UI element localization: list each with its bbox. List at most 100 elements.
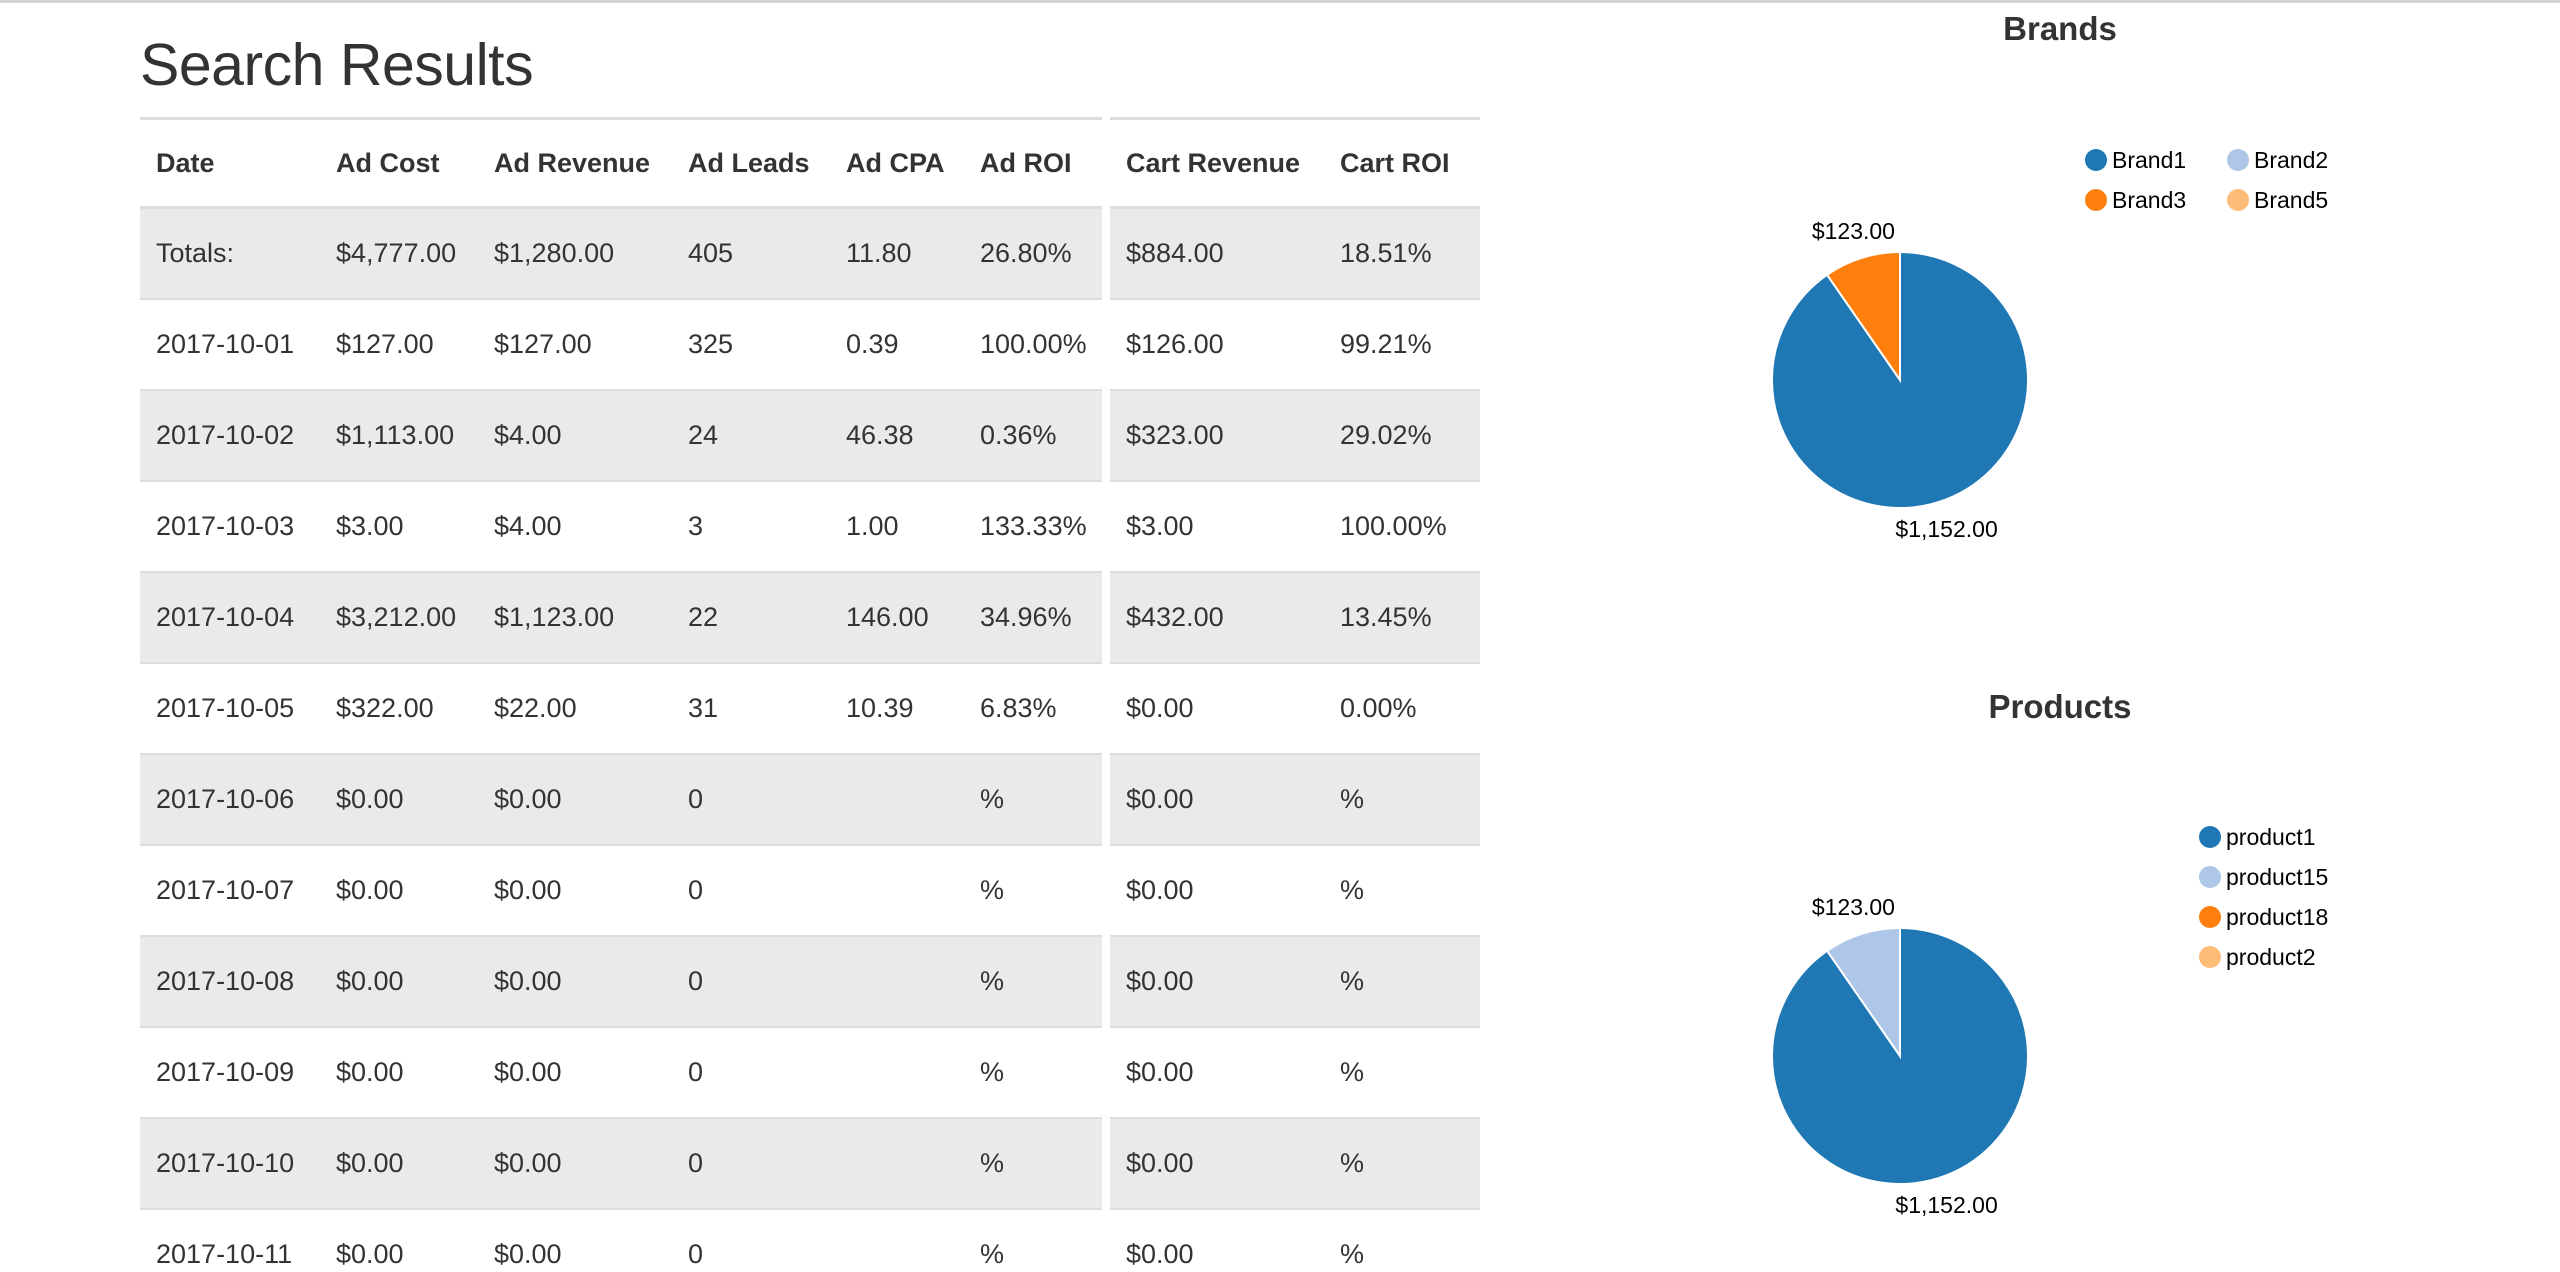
cell-ad-revenue: $0.00 (478, 1117, 672, 1209)
cell-cart-roi: 100.00% (1324, 480, 1480, 572)
column-header-cart-revenue[interactable]: Cart Revenue (1110, 117, 1324, 209)
column-header-date[interactable]: Date (140, 117, 320, 209)
cell-date: 2017-10-11 (140, 1208, 320, 1272)
cell-ad-roi: 0.36% (964, 389, 1102, 481)
products-slice-product15[interactable] (1825, 926, 1901, 1060)
brands-legend-item-brand1[interactable]: Brand1 (2085, 147, 2186, 173)
cell-ad-roi: 34.96% (964, 571, 1102, 663)
column-group-gap (1102, 207, 1110, 299)
cell-ad-cost: $127.00 (320, 298, 478, 390)
brands-legend-item-brand2[interactable]: Brand2 (2227, 147, 2328, 173)
column-header-ad-revenue[interactable]: Ad Revenue (478, 117, 672, 209)
products-legend-item-product15[interactable]: product15 (2199, 864, 2328, 890)
column-header-ad-cpa[interactable]: Ad CPA (830, 117, 964, 209)
cell-cart-revenue: $0.00 (1110, 1208, 1324, 1272)
legend-swatch (2227, 149, 2249, 171)
cell-ad-roi: 26.80% (964, 206, 1102, 299)
cell-cart-revenue: $0.00 (1110, 753, 1324, 845)
products-chart-title: Products (1988, 688, 2132, 725)
brands-legend-item-brand3[interactable]: Brand3 (2085, 187, 2186, 213)
cell-ad-roi: % (964, 935, 1102, 1027)
cell-ad-cpa: 46.38 (830, 389, 964, 481)
cell-ad-leads: 0 (672, 935, 830, 1027)
cell-ad-cost: $3.00 (320, 480, 478, 572)
cell-date: Totals: (140, 206, 320, 299)
legend-swatch (2199, 866, 2221, 888)
table-row: 2017-10-07 $0.00 $0.00 0% $0.00% (140, 844, 1480, 936)
cell-ad-leads: 0 (672, 1026, 830, 1118)
cell-ad-revenue: $0.00 (478, 844, 672, 936)
cell-cart-revenue: $432.00 (1110, 571, 1324, 663)
cell-date: 2017-10-03 (140, 480, 320, 572)
cell-ad-roi: % (964, 1208, 1102, 1272)
cell-ad-cpa (830, 844, 964, 936)
cell-ad-cost: $322.00 (320, 662, 478, 754)
table-row: 2017-10-10 $0.00 $0.00 0% $0.00% (140, 1117, 1480, 1209)
table-row: 2017-10-05 $322.00 $22.00 31 10.39 6.83% $0.00… (140, 662, 1480, 754)
cell-date: 2017-10-09 (140, 1026, 320, 1118)
cell-ad-cost: $0.00 (320, 844, 478, 936)
cell-ad-revenue: $0.00 (478, 1208, 672, 1272)
cell-ad-roi: % (964, 753, 1102, 845)
cell-cart-revenue: $323.00 (1110, 389, 1324, 481)
brands-chart: Brands $1,152.00 $123.00 Brand1 Brand2 Brand… (1700, 0, 2420, 560)
legend-label: product2 (2226, 944, 2316, 970)
cell-date: 2017-10-08 (140, 935, 320, 1027)
legend-swatch (2227, 189, 2249, 211)
cell-ad-roi: 6.83% (964, 662, 1102, 754)
cell-ad-leads: 31 (672, 662, 830, 754)
products-legend-item-product2[interactable]: product2 (2199, 944, 2316, 970)
products-legend-item-product1[interactable]: product1 (2199, 824, 2316, 850)
table-row: 2017-10-01 $127.00 $127.00 325 0.39 100.00% $1… (140, 298, 1480, 390)
legend-label: product18 (2226, 904, 2328, 930)
cell-cart-revenue: $126.00 (1110, 298, 1324, 390)
cell-cart-roi: % (1324, 1026, 1480, 1118)
table-row: 2017-10-09 $0.00 $0.00 0% $0.00% (140, 1026, 1480, 1118)
cell-ad-cpa (830, 1026, 964, 1118)
column-header-ad-cost[interactable]: Ad Cost (320, 117, 478, 209)
cell-cart-roi: % (1324, 844, 1480, 936)
legend-swatch (2199, 906, 2221, 928)
cell-date: 2017-10-10 (140, 1117, 320, 1209)
legend-label: product15 (2226, 864, 2328, 890)
cell-ad-cpa (830, 753, 964, 845)
column-group-gap (1102, 1209, 1110, 1272)
table-row: 2017-10-11 $0.00 $0.00 0% $0.00% (140, 1208, 1480, 1272)
column-group-gap (1102, 936, 1110, 1027)
products-slice-label: $123.00 (1812, 894, 1895, 920)
column-header-cart-roi[interactable]: Cart ROI (1324, 117, 1480, 209)
legend-label: Brand5 (2254, 187, 2328, 213)
cell-ad-cpa (830, 1208, 964, 1272)
brands-slice-label: $1,152.00 (1895, 516, 1997, 542)
cell-cart-revenue: $3.00 (1110, 480, 1324, 572)
table-row: 2017-10-03 $3.00 $4.00 3 1.00 133.33% $3.00 100… (140, 480, 1480, 572)
legend-swatch (2085, 189, 2107, 211)
products-pie-svg: $1,152.00 $123.00 product1 product15 product… (1771, 824, 2328, 1218)
page-title: Search Results (140, 32, 534, 98)
cell-date: 2017-10-01 (140, 298, 320, 390)
brands-legend-item-brand5[interactable]: Brand5 (2227, 187, 2328, 213)
cell-ad-roi: % (964, 1026, 1102, 1118)
column-group-gap (1102, 1118, 1110, 1209)
cell-ad-cpa: 11.80 (830, 206, 964, 299)
column-header-ad-leads[interactable]: Ad Leads (672, 117, 830, 209)
legend-label: Brand1 (2112, 147, 2186, 173)
legend-label: Brand3 (2112, 187, 2186, 213)
cell-ad-cpa: 0.39 (830, 298, 964, 390)
cell-ad-leads: 325 (672, 298, 830, 390)
cell-ad-revenue: $127.00 (478, 298, 672, 390)
products-chart: Products $1,152.00 $123.00 product1 product… (1700, 678, 2420, 1272)
products-legend-item-product18[interactable]: product18 (2199, 904, 2328, 930)
products-slice-label: $1,152.00 (1895, 1192, 1997, 1218)
cell-ad-roi: 100.00% (964, 298, 1102, 390)
column-group-gap (1102, 754, 1110, 845)
table-row: 2017-10-06 $0.00 $0.00 0% $0.00% (140, 753, 1480, 845)
brands-slice-brand3[interactable] (1825, 250, 1901, 384)
cell-ad-cost: $0.00 (320, 1117, 478, 1209)
cell-cart-roi: % (1324, 1117, 1480, 1209)
cell-cart-revenue: $0.00 (1110, 935, 1324, 1027)
cell-ad-cost: $0.00 (320, 753, 478, 845)
totals-row: Totals: $4,777.00 $1,280.00 405 11.80 26.80% $… (140, 206, 1480, 299)
column-header-ad-roi[interactable]: Ad ROI (964, 117, 1102, 209)
